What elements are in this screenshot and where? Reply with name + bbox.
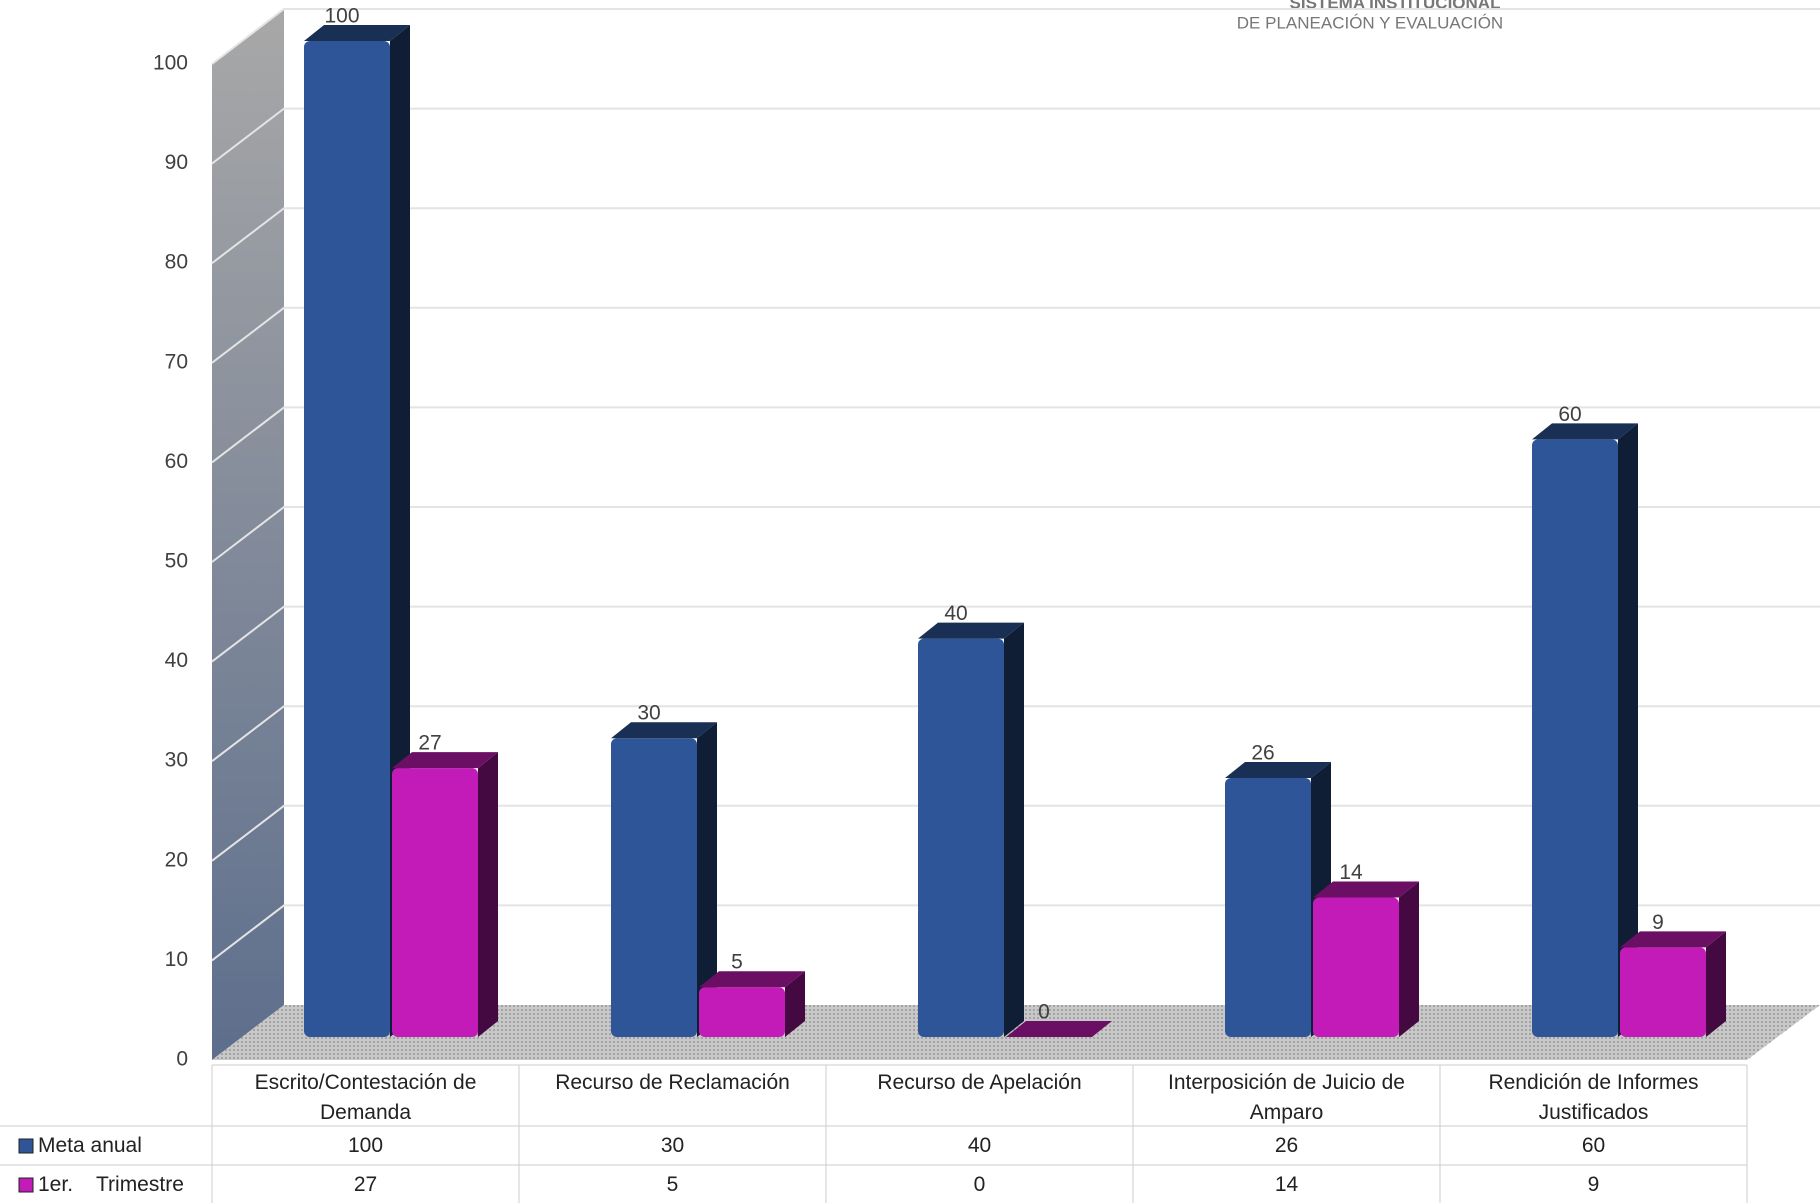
bar-top — [699, 971, 805, 988]
y-tick-label: 20 — [165, 848, 188, 871]
bar-front — [1532, 439, 1618, 1037]
table-value: 30 — [660, 1134, 685, 1157]
value-label: 40 — [944, 602, 967, 625]
y-tick-label: 40 — [165, 649, 188, 672]
bar-side — [697, 722, 717, 1037]
value-label: 30 — [637, 702, 660, 725]
value-label: 0 — [1038, 1001, 1050, 1024]
table-value: 0 — [973, 1173, 986, 1196]
bar-top — [1620, 931, 1726, 948]
grid-line — [211, 506, 1820, 563]
legend-key — [18, 1138, 34, 1154]
value-label: 9 — [1652, 911, 1664, 934]
table-value: 5 — [666, 1173, 679, 1196]
bar-top — [1225, 762, 1331, 779]
grid-line — [211, 406, 1820, 464]
bar-front — [304, 41, 390, 1037]
bar-side — [1399, 881, 1419, 1037]
table-value: 26 — [1274, 1134, 1299, 1157]
value-label: 27 — [418, 732, 441, 755]
x-tick-label: Recurso de Apelación — [877, 1071, 1082, 1094]
table-value: 40 — [967, 1134, 992, 1157]
bar-front — [1313, 897, 1399, 1037]
value-label: 14 — [1339, 861, 1363, 884]
y-tick-label: 50 — [165, 550, 188, 573]
value-label: 26 — [1251, 742, 1274, 765]
bar — [392, 752, 498, 1037]
legend-key — [18, 1177, 34, 1193]
bar-side — [1618, 423, 1638, 1037]
grid-line — [211, 306, 1820, 364]
bar — [918, 622, 1024, 1037]
table-value: 27 — [353, 1173, 378, 1196]
y-tick-label: 80 — [165, 251, 188, 274]
x-tick-label: Rendición de Informes Justificados — [1488, 1071, 1699, 1124]
x-tick-label: Escrito/Contestación de Demanda — [254, 1071, 477, 1124]
grid-line — [211, 705, 1820, 762]
value-label: 60 — [1558, 403, 1581, 426]
bar-side — [1004, 622, 1024, 1037]
bar — [1006, 1021, 1112, 1037]
bar-front — [918, 638, 1004, 1037]
value-label: 5 — [731, 951, 743, 974]
bar-top — [1313, 881, 1419, 898]
bar-side — [478, 752, 498, 1037]
y-tick-label: 100 — [153, 52, 188, 75]
table-value: 9 — [1587, 1173, 1600, 1196]
logo-text: SISTEMA INSTITUCIONAL — [1290, 0, 1501, 12]
bar-top — [304, 25, 410, 41]
table-value: 14 — [1274, 1173, 1299, 1196]
bar — [1313, 881, 1419, 1037]
bar-top — [611, 722, 717, 739]
bar-side — [1706, 931, 1726, 1037]
grid-line — [211, 605, 1820, 663]
grid-line — [211, 107, 1820, 165]
y-tick-label: 30 — [165, 749, 188, 772]
y-tick-label: 0 — [176, 1048, 188, 1071]
y-tick-label: 90 — [165, 151, 188, 174]
grid-line — [211, 8, 1820, 65]
value-label: 100 — [324, 5, 359, 28]
grid-line — [211, 207, 1820, 264]
table-value: 100 — [347, 1134, 384, 1157]
y-tick-label: 60 — [165, 450, 188, 473]
bar-top — [392, 752, 498, 769]
x-tick-label: Recurso de Reclamación — [555, 1071, 790, 1094]
bar-top — [1532, 423, 1638, 440]
bar-front — [611, 738, 697, 1037]
legend-label: Meta anual — [38, 1134, 142, 1157]
bar — [611, 722, 717, 1037]
logo-text: DE PLANEACIÓN Y EVALUACIÓN — [1237, 13, 1503, 32]
bar-top — [918, 622, 1024, 639]
table-value: 60 — [1581, 1134, 1606, 1157]
legend-label: 1er. Trimestre — [38, 1173, 184, 1196]
x-tick-label: Interposición de Juicio de Amparo — [1168, 1071, 1405, 1124]
bar — [1532, 423, 1638, 1037]
bar-front — [1225, 778, 1311, 1037]
bar-top — [1006, 1021, 1112, 1037]
bar — [699, 971, 805, 1037]
bar — [1620, 931, 1726, 1037]
y-tick-label: 70 — [165, 350, 188, 373]
bar-front — [392, 768, 478, 1037]
bar-front — [699, 987, 785, 1037]
y-tick-label: 10 — [165, 948, 188, 971]
bar-front — [1620, 947, 1706, 1037]
bar-side — [785, 971, 805, 1037]
